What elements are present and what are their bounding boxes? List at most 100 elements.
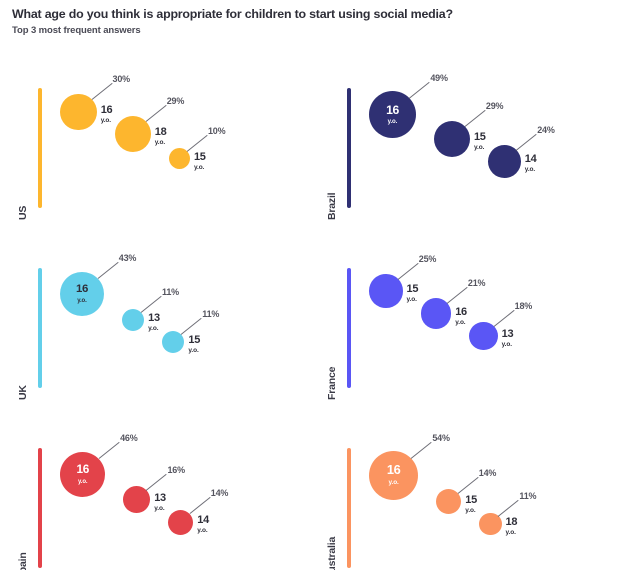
percent-label-uk-13: 11% (162, 286, 179, 297)
bubble-spain-16[interactable]: 16 y.o. (60, 451, 106, 498)
bubble-uk-13[interactable] (121, 308, 145, 331)
bubble-uk-15[interactable] (162, 330, 185, 353)
bubble-australia-15[interactable] (436, 489, 462, 515)
bubble-age: 16 (386, 462, 401, 478)
bubble-age: 14 (524, 153, 537, 166)
axis-bar-spain (38, 448, 42, 568)
bubble-france-15[interactable] (369, 274, 403, 308)
bubble-age: 16 (100, 104, 113, 117)
axis-bar-us (38, 88, 42, 208)
page-title: What age do you think is appropriate for… (12, 7, 453, 21)
bubble-brazil-14[interactable] (487, 144, 521, 178)
panel-australia: Australia 16 y.o. 54% 15 y.o. 14% 18 y.o. 11% (309, 422, 618, 570)
leader-line (145, 105, 167, 123)
leader-line (97, 262, 119, 280)
bubble-age-unit: y.o. (387, 118, 398, 126)
bubble-label-france-15: 15 y.o. (407, 284, 419, 304)
bubble-france-13[interactable] (469, 321, 498, 351)
percent-label-australia-18: 11% (519, 491, 537, 502)
leader-line (186, 135, 208, 153)
leader-line (91, 82, 112, 100)
bubble-brazil-15[interactable] (433, 120, 470, 157)
leader-line (180, 317, 202, 335)
country-label-uk: UK (17, 385, 29, 400)
bubble-age-unit: y.o. (473, 143, 485, 151)
bubble-age: 13 (501, 328, 514, 341)
bubble-age-unit: y.o. (188, 346, 199, 354)
bubble-uk-16[interactable]: 16 y.o. (60, 272, 104, 317)
bubble-age-unit: y.o. (465, 506, 476, 514)
bubble-age-unit: y.o. (77, 478, 88, 485)
bubble-age-unit: y.o. (193, 163, 205, 171)
bubble-spain-14[interactable] (168, 509, 194, 535)
page-subtitle: Top 3 most frequent answers (12, 25, 141, 36)
percent-label-spain-13: 16% (167, 465, 185, 476)
bubble-age: 15 (473, 130, 486, 143)
leader-line (457, 476, 479, 494)
bubble-label-france-13: 13 y.o. (502, 329, 514, 349)
leader-line (411, 441, 432, 459)
leader-line (98, 442, 120, 460)
percent-label-france-15: 25% (418, 254, 437, 265)
bubble-label-us-15: 15 y.o. (193, 150, 206, 172)
percent-label-us-15: 10% (207, 126, 226, 137)
bubble-us-18[interactable] (114, 116, 151, 153)
bubble-age-unit: y.o. (77, 298, 87, 305)
panel-us: US 16 y.o. 30% 18 y.o. 29% 15 y.o. 10% (0, 62, 309, 242)
panel-uk: UK 16 y.o. 43% 13 y.o. 11% 15 y.o. 11% (0, 242, 309, 422)
bubble-label-uk-15: 15 y.o. (188, 334, 200, 355)
panel-france: France 15 y.o. 25% 16 y.o. 21% 13 y.o. 18% (309, 242, 618, 422)
bubble-age: 15 (193, 150, 206, 163)
percent-label-spain-14: 14% (210, 488, 229, 499)
bubble-age-unit: y.o. (197, 527, 208, 535)
leader-line (189, 497, 211, 514)
leader-line (498, 500, 519, 518)
bubble-france-16[interactable] (420, 298, 452, 330)
leader-line (464, 109, 486, 127)
country-label-spain: Spain (17, 552, 29, 570)
bubble-age-unit: y.o. (524, 166, 536, 174)
leader-line (397, 263, 419, 281)
percent-label-france-13: 18% (514, 300, 533, 311)
bubble-label-brazil-15: 15 y.o. (473, 130, 486, 152)
bubble-age: 16 (76, 462, 90, 477)
axis-bar-france (347, 268, 351, 388)
percent-label-brazil-14: 24% (537, 124, 555, 135)
bubble-age-unit: y.o. (154, 139, 166, 147)
leader-line (140, 295, 162, 313)
bubble-spain-13[interactable] (123, 486, 151, 514)
bubble-label-uk-13: 13 y.o. (148, 312, 160, 333)
bubble-age-unit: y.o. (455, 318, 466, 326)
bubble-australia-16[interactable]: 16 y.o. (369, 450, 419, 501)
bubble-age: 15 (406, 283, 419, 296)
percent-label-us-18: 29% (166, 96, 185, 107)
bubble-brazil-16[interactable]: 16 y.o. (369, 91, 416, 139)
percent-label-us-16: 30% (112, 73, 131, 84)
bubble-label-us-18: 18 y.o. (155, 127, 167, 147)
bubble-age-unit: y.o. (505, 529, 516, 537)
bubble-age: 15 (465, 493, 477, 506)
bubble-australia-18[interactable] (479, 513, 502, 536)
leader-line (493, 309, 514, 327)
bubble-us-15[interactable] (168, 148, 190, 170)
bubble-label-australia-15: 15 y.o. (465, 493, 477, 515)
country-label-france: France (326, 366, 338, 400)
percent-label-uk-16: 43% (118, 253, 137, 264)
percent-label-brazil-16: 49% (430, 73, 448, 83)
bubble-age: 16 (76, 282, 88, 295)
leader-line (409, 82, 430, 99)
bubble-label-spain-13: 13 y.o. (154, 492, 166, 513)
bubble-age: 14 (197, 514, 209, 527)
percent-label-uk-15: 11% (202, 308, 220, 319)
bubble-us-16[interactable] (60, 93, 97, 131)
bubble-age: 16 (386, 103, 399, 118)
bubble-label-us-16: 16 y.o. (101, 105, 113, 125)
axis-bar-brazil (347, 88, 351, 208)
country-label-brazil: Brazil (326, 192, 338, 220)
percent-label-france-16: 21% (467, 277, 486, 288)
axis-bar-uk (38, 268, 42, 388)
panel-spain: Spain 16 y.o. 46% 13 y.o. 16% 14 y.o. 14% (0, 422, 309, 570)
country-label-us: US (17, 205, 29, 220)
bubble-age-unit: y.o. (148, 324, 159, 332)
